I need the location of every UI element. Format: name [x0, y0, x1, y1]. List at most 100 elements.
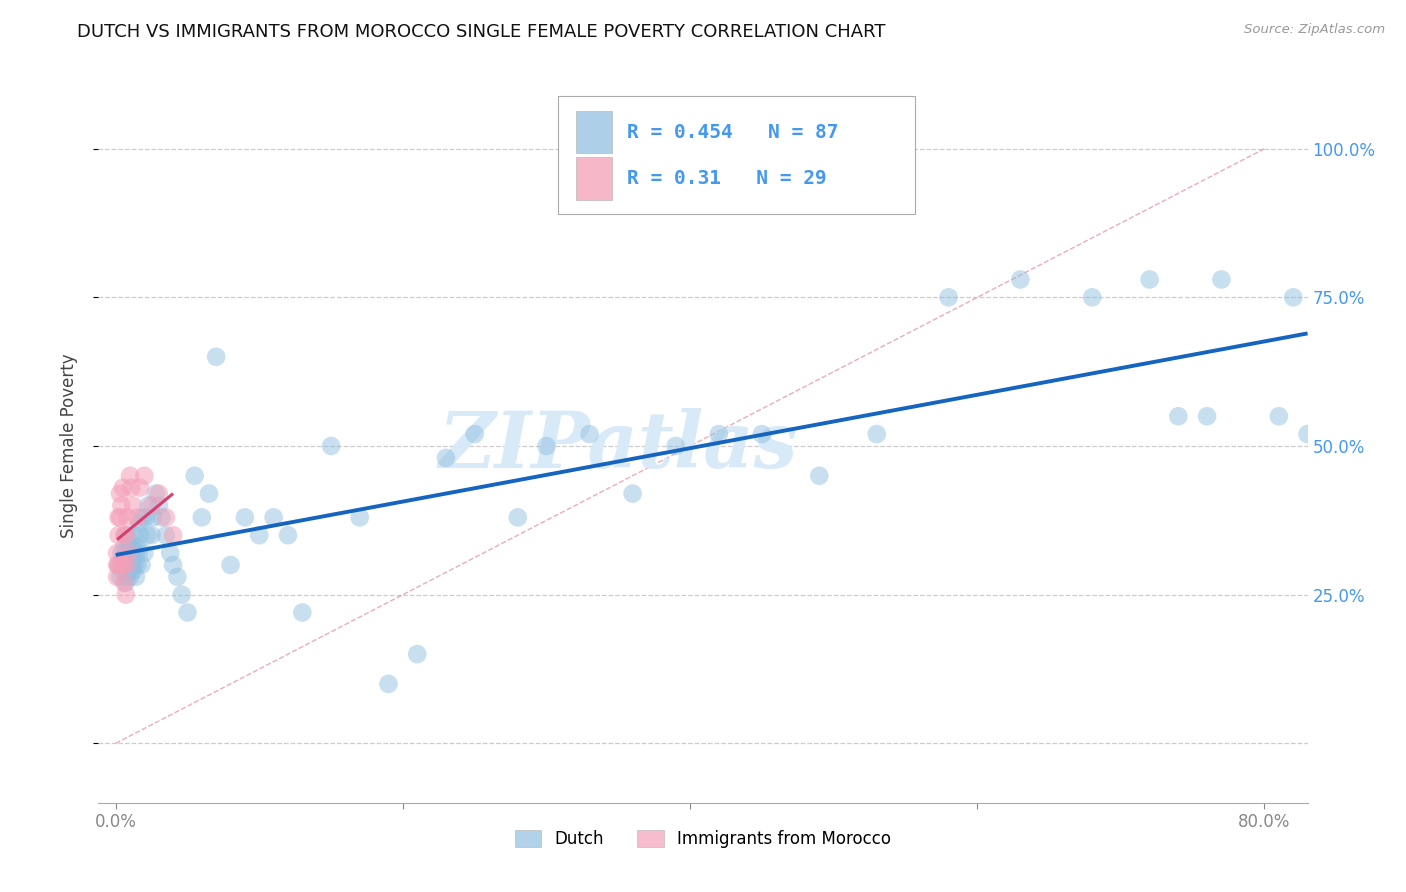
Point: [142, 510, 165, 524]
Point: [118, 468, 141, 483]
Point: [166, 570, 188, 584]
Point: [135, 510, 157, 524]
Point: [115, 558, 138, 572]
Point: [129, 528, 152, 542]
Point: [115, 510, 138, 524]
Point: [120, 546, 142, 560]
Point: [707, 427, 730, 442]
Point: [112, 575, 135, 590]
Point: [117, 546, 139, 560]
Point: [751, 427, 773, 442]
Point: [111, 558, 134, 572]
Point: [134, 546, 156, 560]
Point: [219, 558, 242, 572]
Point: [665, 439, 688, 453]
Point: [134, 468, 156, 483]
Point: [406, 647, 429, 661]
Point: [110, 499, 132, 513]
Point: [124, 558, 146, 572]
Point: [105, 558, 128, 572]
Point: [108, 570, 131, 584]
Point: [1197, 409, 1219, 424]
Point: [1296, 427, 1319, 442]
Point: [136, 528, 159, 542]
Point: [112, 540, 135, 554]
Point: [132, 510, 155, 524]
Point: [127, 558, 149, 572]
Point: [111, 552, 134, 566]
Point: [122, 540, 145, 554]
Text: DUTCH VS IMMIGRANTS FROM MOROCCO SINGLE FEMALE POVERTY CORRELATION CHART: DUTCH VS IMMIGRANTS FROM MOROCCO SINGLE …: [77, 23, 886, 41]
Point: [247, 528, 270, 542]
Point: [141, 499, 163, 513]
Point: [112, 528, 135, 542]
Point: [118, 534, 141, 549]
Point: [127, 540, 149, 554]
Point: [578, 427, 600, 442]
Point: [122, 499, 145, 513]
Point: [377, 677, 399, 691]
Point: [118, 546, 141, 560]
Point: [138, 499, 160, 513]
Point: [115, 546, 138, 560]
Point: [291, 606, 314, 620]
Point: [125, 546, 148, 560]
Point: [107, 558, 129, 572]
Point: [183, 468, 205, 483]
Point: [506, 510, 529, 524]
Point: [808, 468, 831, 483]
Point: [536, 439, 558, 453]
Point: [866, 427, 889, 442]
Point: [233, 510, 256, 524]
Point: [111, 481, 134, 495]
Point: [108, 486, 131, 500]
Legend: Dutch, Immigrants from Morocco: Dutch, Immigrants from Morocco: [508, 823, 898, 855]
Bar: [576, 111, 613, 153]
Point: [176, 606, 198, 620]
Point: [122, 552, 145, 566]
Point: [1081, 290, 1104, 304]
Text: R = 0.454   N = 87: R = 0.454 N = 87: [627, 122, 838, 142]
Point: [1010, 272, 1032, 286]
Text: Source: ZipAtlas.com: Source: ZipAtlas.com: [1244, 23, 1385, 37]
Point: [1211, 272, 1233, 286]
Point: [349, 510, 371, 524]
Y-axis label: Single Female Poverty: Single Female Poverty: [59, 354, 77, 538]
Bar: [576, 157, 613, 200]
Point: [117, 564, 139, 578]
Point: [114, 575, 136, 590]
Point: [148, 486, 170, 500]
Point: [162, 528, 184, 542]
Point: [128, 516, 150, 531]
Point: [148, 499, 170, 513]
Point: [191, 510, 214, 524]
Point: [129, 481, 152, 495]
Point: [319, 439, 342, 453]
Point: [1139, 272, 1161, 286]
Point: [125, 570, 148, 584]
Point: [111, 564, 134, 578]
Point: [155, 528, 177, 542]
Point: [122, 564, 145, 578]
Point: [198, 486, 221, 500]
Point: [107, 528, 129, 542]
Point: [464, 427, 486, 442]
Point: [621, 486, 644, 500]
Point: [1268, 409, 1291, 424]
Point: [112, 558, 135, 572]
Point: [141, 528, 163, 542]
Point: [434, 450, 457, 465]
Point: [128, 546, 150, 560]
Point: [118, 570, 141, 584]
Point: [124, 528, 146, 542]
FancyBboxPatch shape: [558, 96, 915, 214]
Point: [277, 528, 299, 542]
Point: [131, 558, 153, 572]
Point: [150, 510, 173, 524]
Point: [120, 481, 142, 495]
Point: [108, 510, 131, 524]
Point: [938, 290, 960, 304]
Point: [263, 510, 285, 524]
Point: [159, 546, 181, 560]
Point: [127, 510, 149, 524]
